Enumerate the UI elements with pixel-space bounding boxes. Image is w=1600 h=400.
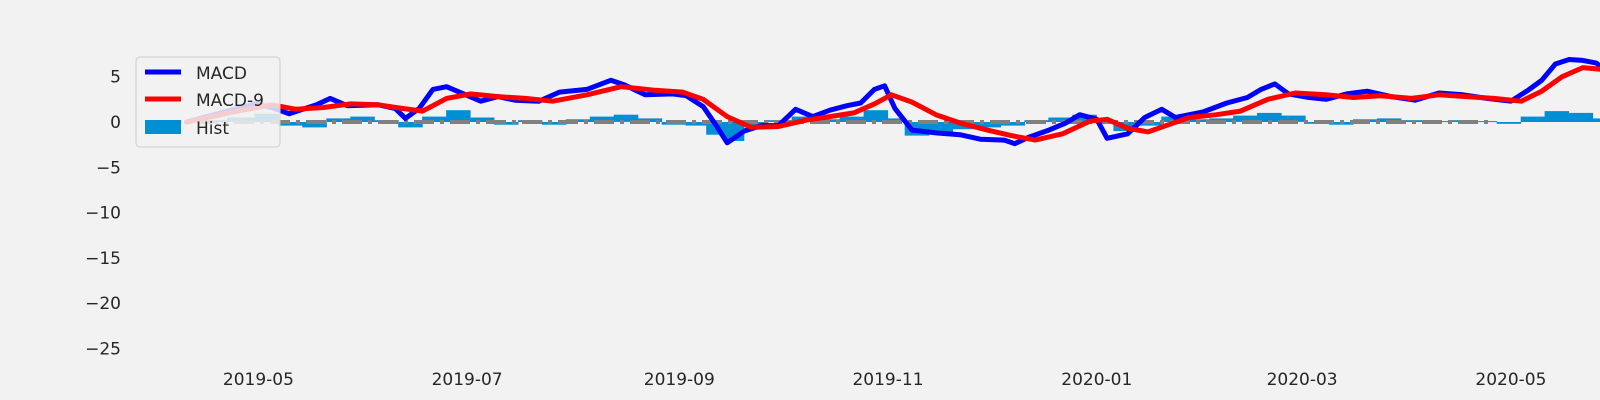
- hist-bar: [1496, 122, 1522, 124]
- hist-bar: [565, 119, 591, 122]
- line-macd-9: [184, 65, 1600, 143]
- y-tick-label: −15: [85, 249, 121, 269]
- legend-swatch-hist: [145, 120, 181, 134]
- hist-bar: [1592, 118, 1600, 122]
- x-tick-label: 2020-01: [1061, 370, 1132, 390]
- hist-bar: [541, 122, 567, 125]
- legend-label-macd: MACD: [196, 64, 247, 84]
- x-tick-label: 2019-09: [644, 370, 715, 390]
- x-tick-label: 2020-03: [1267, 370, 1338, 390]
- x-tick-label: 2020-05: [1475, 370, 1546, 390]
- hist-bar: [589, 116, 615, 122]
- hist-bar: [278, 122, 303, 126]
- x-tick-label: 2019-05: [223, 370, 294, 390]
- hist-bar: [613, 114, 639, 122]
- y-tick-label: −25: [85, 339, 121, 359]
- legend-label-hist: Hist: [196, 119, 229, 139]
- hist-bar: [350, 116, 375, 122]
- hist-bar: [422, 116, 447, 122]
- hist-bar: [685, 122, 707, 126]
- hist-bar: [1520, 116, 1546, 122]
- hist-bar: [1568, 112, 1594, 122]
- hist-bar: [326, 118, 351, 122]
- hist-bar: [839, 116, 865, 122]
- y-tick-label: −5: [96, 158, 121, 178]
- y-axis-ticks: 5 0 −5 −10 −15 −20 −25: [85, 68, 121, 360]
- hist-bar: [398, 122, 423, 128]
- legend: MACD MACD-9 Hist: [135, 56, 281, 148]
- hist-bar: [470, 117, 495, 122]
- x-axis-ticks: 2019-05 2019-07 2019-09 2019-11 2020-01 2020-…: [223, 370, 1547, 390]
- y-tick-label: 5: [110, 68, 121, 88]
- hist-bar: [1257, 112, 1282, 122]
- line-macd: [184, 57, 1600, 147]
- hist-bar: [976, 122, 1001, 128]
- y-tick-label: −20: [85, 294, 121, 314]
- legend-label-macd-9: MACD-9: [196, 91, 264, 111]
- hist-bar: [863, 110, 889, 122]
- hist-bar: [1161, 116, 1186, 122]
- hist-bar: [1000, 122, 1025, 126]
- hist-bar: [446, 110, 471, 122]
- hist-bar: [928, 122, 954, 132]
- y-tick-label: 0: [110, 113, 121, 133]
- hist-bar: [1544, 111, 1570, 122]
- series-lines: [184, 57, 1600, 147]
- y-tick-label: −10: [85, 204, 121, 224]
- x-tick-label: 2019-07: [432, 370, 503, 390]
- hist-bar: [1281, 115, 1306, 122]
- hist-bar: [1233, 115, 1258, 122]
- hist-bar: [1048, 117, 1073, 122]
- x-tick-label: 2019-11: [852, 370, 923, 390]
- hist-bar: [494, 122, 519, 125]
- hist-bar: [302, 122, 327, 128]
